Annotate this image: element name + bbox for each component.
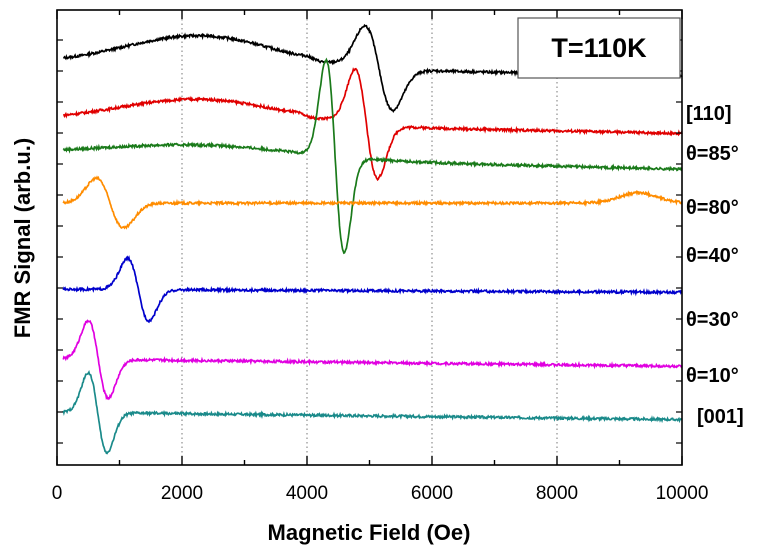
x-tick-label: 4000 — [286, 483, 328, 504]
series-label: [110] — [686, 103, 732, 125]
series-labels: [110] θ=85° θ=80° θ=40° θ=30° θ=10° [001] — [686, 103, 744, 428]
grid-lines — [181, 10, 558, 465]
series-line — [62, 370, 683, 455]
x-tick-label: 10000 — [656, 483, 709, 504]
series-label: θ=30° — [686, 309, 739, 331]
axis-ticks — [56, 10, 683, 465]
x-tick-label: 2000 — [161, 483, 203, 504]
series-line — [62, 255, 683, 324]
series-label: θ=85° — [686, 143, 739, 165]
series-label: θ=80° — [686, 197, 739, 219]
x-tick-labels: 0 2000 4000 6000 8000 10000 — [52, 483, 709, 504]
temperature-box: T=110K — [517, 17, 681, 79]
series-line — [62, 57, 683, 255]
series-layer — [62, 23, 683, 455]
x-axis-title: Magnetic Field (Oe) — [268, 520, 471, 545]
y-axis-title: FMR Signal (arb.u.) — [10, 138, 35, 338]
series-line — [62, 175, 683, 230]
temperature-annotation: T=110K — [551, 33, 647, 63]
series-line — [63, 67, 683, 182]
x-tick-label: 8000 — [536, 483, 578, 504]
series-label: θ=10° — [686, 365, 739, 387]
series-line — [62, 319, 683, 401]
x-tick-label: 6000 — [411, 483, 453, 504]
series-label: θ=40° — [686, 245, 739, 267]
series-label: [001] — [697, 406, 744, 428]
x-tick-label: 0 — [52, 483, 63, 504]
